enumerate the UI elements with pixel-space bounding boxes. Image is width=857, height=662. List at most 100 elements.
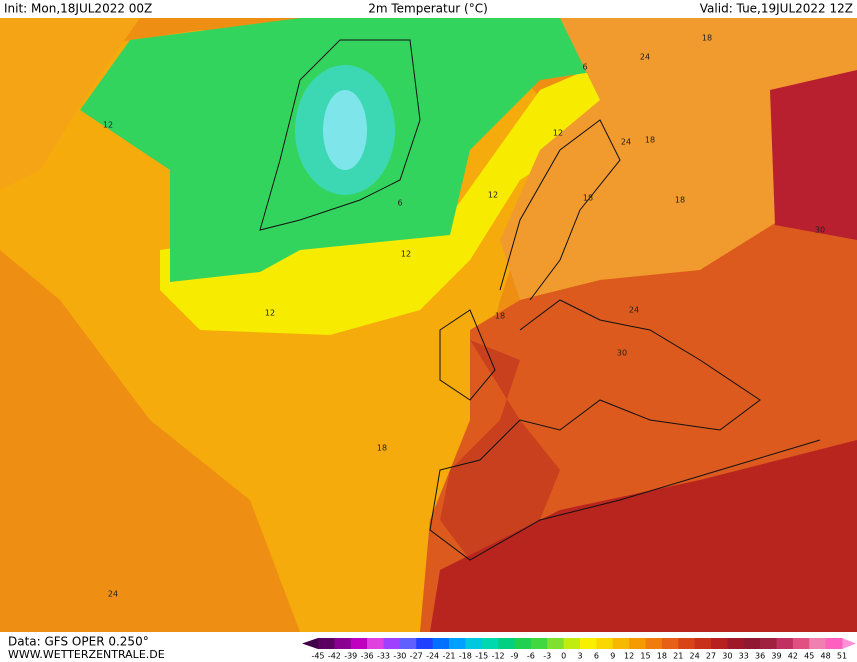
contour-label: 12 <box>265 309 275 318</box>
colorbar-bin <box>350 638 368 649</box>
contour-label: 30 <box>617 349 627 358</box>
colorbar-bin <box>678 638 696 649</box>
contour-label: 18 <box>702 34 712 43</box>
colorbar-bin <box>399 638 417 649</box>
coastline <box>429 299 821 561</box>
contour-label: 18 <box>495 312 505 321</box>
colorbar-bin <box>498 638 515 649</box>
contour-label: 12 <box>488 191 498 200</box>
colorbar-label: -42 <box>328 652 341 661</box>
colorbar-bin <box>530 638 548 649</box>
colorbar-bin <box>383 638 401 649</box>
colorbar-label: 48 <box>821 652 831 661</box>
contour-label: 30 <box>815 226 825 235</box>
contour-label: 24 <box>640 53 650 62</box>
colorbar-label: 36 <box>755 652 765 661</box>
colorbar-bin <box>563 638 581 649</box>
colorbar-bin <box>760 638 777 649</box>
colorbar-arrow <box>842 638 856 649</box>
colorbar-label: 9 <box>610 652 615 661</box>
init-time: Init: Mon,18JUL2022 00Z <box>4 2 152 16</box>
colorbar-label: -24 <box>426 652 439 661</box>
colorbar-bin <box>514 638 532 649</box>
colorbar-label: -39 <box>344 652 357 661</box>
colorbar-label: 21 <box>673 652 683 661</box>
colorbar-bin <box>776 638 794 649</box>
coastline <box>499 119 621 301</box>
contour-label: 18 <box>675 196 685 205</box>
region-russia <box>500 18 857 300</box>
colorbar-bin <box>481 638 499 649</box>
contour-label: 24 <box>108 590 118 599</box>
colorbar-label: 12 <box>624 652 634 661</box>
colorbar-arrow <box>302 638 318 649</box>
colorbar-label: -18 <box>459 652 472 661</box>
contour-label: 24 <box>621 138 631 147</box>
colorbar-label: 51 <box>837 652 847 661</box>
contour-label: 18 <box>583 194 593 203</box>
colorbar-bin <box>318 638 335 649</box>
colorbar-bin <box>547 638 565 649</box>
colorbar-label: 33 <box>739 652 749 661</box>
colorbar: -45 -42 -39 -36 -33 -30 -27 -24 -21 -18 -15 -12 -9 -6… <box>302 638 856 661</box>
colorbar-label: -3 <box>543 652 551 661</box>
contour-label: 18 <box>377 444 387 453</box>
site: WWW.WETTERZENTRALE.DE <box>8 648 165 661</box>
contour-label: 18 <box>645 136 655 145</box>
region-north <box>0 18 140 190</box>
contour-label: 6 <box>397 199 402 208</box>
colorbar-bin <box>809 638 827 649</box>
colorbar-label: 39 <box>771 652 781 661</box>
colorbar-label: -6 <box>527 652 535 661</box>
colorbar-bin <box>596 638 614 649</box>
region-africa <box>430 440 857 632</box>
colorbar-label: 45 <box>804 652 814 661</box>
contour-label: 12 <box>401 250 411 259</box>
colorbar-label: -27 <box>410 652 423 661</box>
colorbar-label: -45 <box>311 652 324 661</box>
contour-label: 24 <box>629 306 639 315</box>
colorbar-label: 30 <box>722 652 732 661</box>
valid-time: Valid: Tue,19JUL2022 12Z <box>700 2 853 16</box>
colorbar-bin <box>711 638 728 649</box>
colorbar-bin <box>449 638 466 649</box>
colorbar-label: -15 <box>475 652 488 661</box>
contour-label: 12 <box>553 129 563 138</box>
colorbar-label: 15 <box>640 652 650 661</box>
colorbar-bin <box>580 638 597 649</box>
colorbar-label: 42 <box>788 652 798 661</box>
header-bar <box>0 0 857 18</box>
colorbar-bin <box>465 638 483 649</box>
colorbar-bin <box>612 638 630 649</box>
colorbar-label: -33 <box>377 652 390 661</box>
colorbar-label: -12 <box>492 652 505 661</box>
title: 2m Temperatur (°C) <box>368 2 488 16</box>
region-cool <box>160 60 610 335</box>
colorbar-bin <box>792 638 810 649</box>
colorbar-label: 3 <box>577 652 582 661</box>
colorbar-label: -9 <box>511 652 519 661</box>
colorbar-bin <box>661 638 679 649</box>
colorbar-bin <box>367 638 384 649</box>
contour-labels: 18 24 6 12 12 24 18 12 18 18 6 30 12 12 18 24 30 18 24 <box>103 34 825 599</box>
coastline <box>259 39 421 231</box>
colorbar-bin <box>645 638 663 649</box>
map <box>0 18 857 632</box>
colorbar-label: 6 <box>594 652 599 661</box>
colorbar-bin <box>629 638 646 649</box>
colorbar-label: 24 <box>690 652 700 661</box>
colorbar-label: 27 <box>706 652 716 661</box>
colorbar-bin <box>743 638 761 649</box>
colorbar-label: -36 <box>361 652 374 661</box>
colorbar-bin <box>416 638 434 649</box>
colorbar-bin <box>694 638 712 649</box>
colorbar-bin <box>334 638 352 649</box>
region-coldest <box>323 90 367 170</box>
contour-label: 6 <box>582 63 587 72</box>
colorbar-label: -21 <box>442 652 455 661</box>
contour-label: 12 <box>103 121 113 130</box>
colorbar-bin <box>432 638 450 649</box>
region-iberia <box>440 340 560 560</box>
colorbar-label: -30 <box>393 652 406 661</box>
